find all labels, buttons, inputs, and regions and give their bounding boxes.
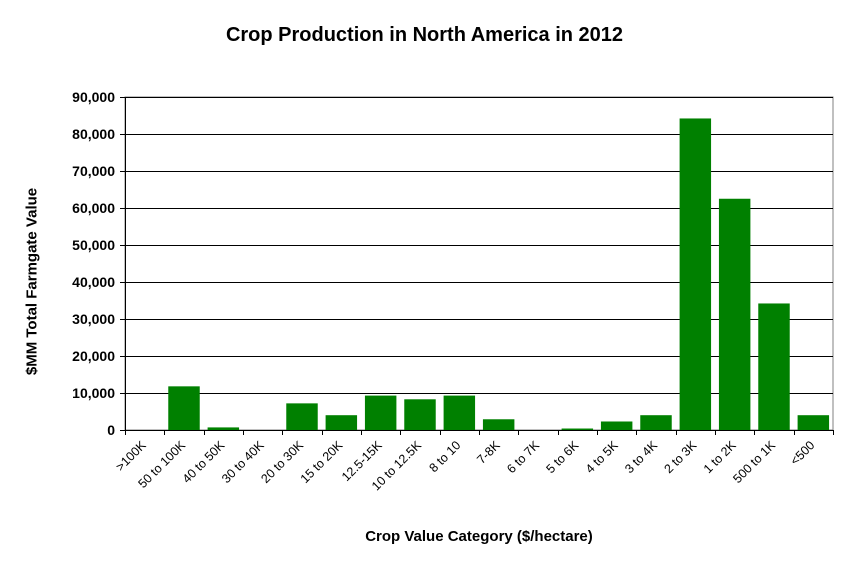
plot-area bbox=[124, 96, 834, 431]
axes bbox=[120, 97, 834, 435]
x-tick-label: 7-8K bbox=[474, 438, 503, 467]
x-tick-label: 6 to 7K bbox=[504, 438, 542, 476]
x-tick-label: 500 to 1K bbox=[730, 438, 778, 486]
bar-6 bbox=[325, 415, 358, 430]
x-tick-label: 3 to 4K bbox=[622, 438, 660, 476]
bar-10 bbox=[482, 419, 515, 430]
x-axis-title: Crop Value Category ($/hectare) bbox=[365, 528, 593, 545]
y-tick-label: 30,000 bbox=[72, 311, 115, 327]
x-tick-label: 1 to 2K bbox=[701, 438, 739, 476]
bars bbox=[168, 118, 830, 431]
y-tick-label: 20,000 bbox=[72, 348, 115, 364]
bar-12 bbox=[561, 428, 594, 430]
bar-2 bbox=[168, 386, 200, 430]
x-tick-label: 8 to 10 bbox=[427, 438, 464, 475]
bar-17 bbox=[758, 303, 790, 430]
y-tick-label: 0 bbox=[107, 422, 115, 438]
x-tick-label: 5 to 6K bbox=[544, 438, 582, 476]
bar-9 bbox=[443, 395, 476, 430]
gridlines bbox=[124, 96, 834, 431]
bar-15 bbox=[679, 118, 712, 431]
bar-16 bbox=[718, 198, 751, 430]
y-tick-labels: 0 10,000 20,000 30,000 40,000 50,000 60,000 70,… bbox=[72, 89, 115, 438]
bar-14 bbox=[640, 415, 672, 430]
y-tick-label: 40,000 bbox=[72, 274, 115, 290]
x-tick-label: 4 to 5K bbox=[583, 438, 621, 476]
y-tick-label: 60,000 bbox=[72, 200, 115, 216]
y-tick-label: 10,000 bbox=[72, 385, 115, 401]
bar-18 bbox=[797, 415, 830, 430]
bar-5 bbox=[286, 403, 318, 430]
y-tick-label: 70,000 bbox=[72, 163, 115, 179]
chart-title: Crop Production in North America in 2012 bbox=[225, 24, 624, 46]
bar-7 bbox=[364, 395, 397, 430]
x-tick-label: >100K bbox=[113, 438, 149, 474]
x-tick-label: 2 to 3K bbox=[662, 438, 700, 476]
x-tick-label: <500 bbox=[788, 438, 818, 468]
y-tick-label: 90,000 bbox=[72, 89, 115, 105]
bar-13 bbox=[600, 421, 633, 430]
y-tick-label: 80,000 bbox=[72, 126, 115, 142]
x-tick-label: 15 to 20K bbox=[298, 438, 346, 486]
bar-8 bbox=[404, 399, 436, 430]
bar-3 bbox=[207, 427, 240, 430]
y-tick-label: 50,000 bbox=[72, 237, 115, 253]
